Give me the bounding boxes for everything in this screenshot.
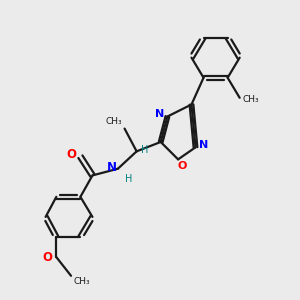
Text: O: O (177, 161, 187, 171)
Text: CH₃: CH₃ (243, 94, 260, 103)
Text: H: H (141, 145, 149, 155)
Text: CH₃: CH₃ (105, 117, 122, 126)
Text: H: H (124, 174, 132, 184)
Text: N: N (106, 161, 116, 174)
Text: O: O (42, 250, 52, 264)
Text: N: N (199, 140, 208, 150)
Text: O: O (66, 148, 76, 160)
Text: N: N (155, 110, 164, 119)
Text: CH₃: CH₃ (74, 277, 90, 286)
